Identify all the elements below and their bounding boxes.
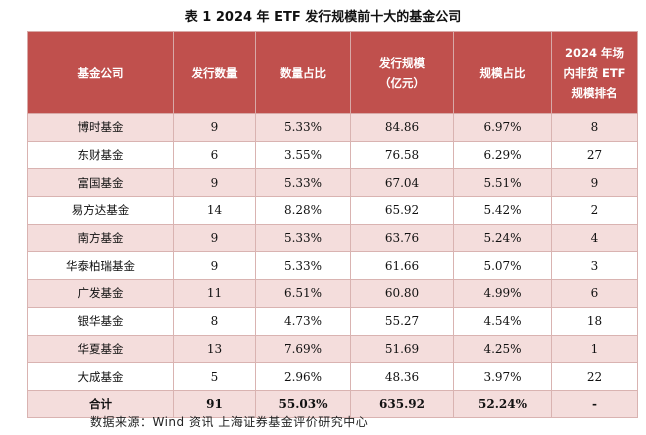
cell-count: 5 (173, 362, 256, 391)
cell-count: 14 (173, 196, 256, 225)
header-scale-line1: 发行规模 (379, 55, 425, 70)
cell-count-share: 5.33% (255, 113, 351, 142)
cell-rank: 1 (551, 334, 638, 364)
header-rank: 2024 年场 内非货 ETF 规模排名 (551, 31, 638, 114)
fund-company-table: 基金公司 发行数量 数量占比 发行规模 （亿元） 规模占比 2024 年场 内非… (27, 31, 638, 418)
table-row: 银华基金 8 4.73% 55.27 4.54% 18 (27, 306, 638, 336)
table-row: 东财基金 6 3.55% 76.58 6.29% 27 (27, 140, 638, 170)
table-row: 南方基金 9 5.33% 63.76 5.24% 4 (27, 223, 638, 253)
cell-company: 易方达基金 (27, 196, 174, 225)
header-rank-line1: 2024 年场 (564, 45, 624, 60)
cell-count-share: 5.33% (255, 223, 351, 253)
cell-count-share: 6.51% (255, 279, 351, 308)
cell-count-share: 5.33% (255, 168, 351, 198)
header-count-share: 数量占比 (255, 31, 351, 114)
cell-scale: 60.80 (350, 279, 454, 308)
total-rank: - (551, 389, 638, 418)
cell-rank: 3 (551, 251, 638, 281)
cell-scale: 84.86 (350, 113, 454, 142)
cell-count-share: 4.73% (255, 306, 351, 336)
cell-scale: 61.66 (350, 251, 454, 281)
cell-scale-share: 5.51% (453, 168, 552, 198)
cell-scale-share: 4.54% (453, 306, 552, 336)
cell-scale: 55.27 (350, 306, 454, 336)
cell-scale-share: 4.99% (453, 279, 552, 308)
cell-scale: 48.36 (350, 362, 454, 391)
total-scale: 635.92 (350, 389, 454, 418)
header-rank-line3: 规模排名 (571, 85, 618, 100)
cell-scale-share: 3.97% (453, 362, 552, 391)
table-row: 大成基金 5 2.96% 48.36 3.97% 22 (27, 362, 638, 391)
total-label: 合计 (27, 389, 174, 418)
cell-company: 南方基金 (27, 223, 174, 253)
cell-count: 9 (173, 168, 256, 198)
cell-rank: 8 (551, 113, 638, 142)
cell-count-share: 7.69% (255, 334, 351, 364)
table-caption: 表 1 2024 年 ETF 发行规模前十大的基金公司 (184, 10, 462, 25)
table-row: 广发基金 11 6.51% 60.80 4.99% 6 (27, 279, 638, 308)
table-header-row: 基金公司 发行数量 数量占比 发行规模 （亿元） 规模占比 2024 年场 内非… (27, 31, 638, 114)
cell-count: 9 (173, 113, 256, 142)
cell-company: 大成基金 (27, 362, 174, 391)
header-count: 发行数量 (173, 31, 256, 114)
cell-company: 华夏基金 (27, 334, 174, 364)
cell-scale: 67.04 (350, 168, 454, 198)
cell-count: 9 (173, 223, 256, 253)
header-company: 基金公司 (27, 31, 174, 114)
header-scale-share: 规模占比 (453, 31, 552, 114)
header-scale-line2: （亿元） (379, 75, 425, 90)
cell-count: 13 (173, 334, 256, 364)
cell-count-share: 5.33% (255, 251, 351, 281)
table-row: 易方达基金 14 8.28% 65.92 5.42% 2 (27, 196, 638, 225)
cell-company: 博时基金 (27, 113, 174, 142)
cell-company: 华泰柏瑞基金 (27, 251, 174, 281)
cell-count: 8 (173, 306, 256, 336)
total-count-share: 55.03% (255, 389, 351, 418)
cell-scale-share: 6.97% (453, 113, 552, 142)
cell-scale: 76.58 (350, 140, 454, 170)
cell-count: 9 (173, 251, 256, 281)
cell-rank: 22 (551, 362, 638, 391)
cell-rank: 18 (551, 306, 638, 336)
cell-rank: 2 (551, 196, 638, 225)
data-source-note: 数据来源：Wind 资讯 上海证券基金评价研究中心 (90, 415, 369, 429)
cell-company: 东财基金 (27, 140, 174, 170)
cell-count: 6 (173, 140, 256, 170)
cell-rank: 6 (551, 279, 638, 308)
cell-scale-share: 6.29% (453, 140, 552, 170)
cell-count: 11 (173, 279, 256, 308)
cell-scale: 65.92 (350, 196, 454, 225)
cell-company: 富国基金 (27, 168, 174, 198)
cell-count-share: 8.28% (255, 196, 351, 225)
cell-count-share: 2.96% (255, 362, 351, 391)
header-rank-line2: 内非货 ETF (563, 65, 626, 80)
cell-rank: 9 (551, 168, 638, 198)
cell-count-share: 3.55% (255, 140, 351, 170)
table-total-row: 合计 91 55.03% 635.92 52.24% - (27, 389, 638, 418)
cell-scale-share: 5.24% (453, 223, 552, 253)
table-row: 富国基金 9 5.33% 67.04 5.51% 9 (27, 168, 638, 198)
header-scale: 发行规模 （亿元） (350, 31, 454, 114)
cell-rank: 4 (551, 223, 638, 253)
cell-company: 银华基金 (27, 306, 174, 336)
cell-scale-share: 4.25% (453, 334, 552, 364)
cell-rank: 27 (551, 140, 638, 170)
table-row: 华泰柏瑞基金 9 5.33% 61.66 5.07% 3 (27, 251, 638, 281)
cell-scale-share: 5.07% (453, 251, 552, 281)
cell-scale: 51.69 (350, 334, 454, 364)
cell-company: 广发基金 (27, 279, 174, 308)
table-row: 华夏基金 13 7.69% 51.69 4.25% 1 (27, 334, 638, 364)
table-row: 博时基金 9 5.33% 84.86 6.97% 8 (27, 113, 638, 142)
cell-scale-share: 5.42% (453, 196, 552, 225)
cell-scale: 63.76 (350, 223, 454, 253)
total-scale-share: 52.24% (453, 389, 552, 418)
